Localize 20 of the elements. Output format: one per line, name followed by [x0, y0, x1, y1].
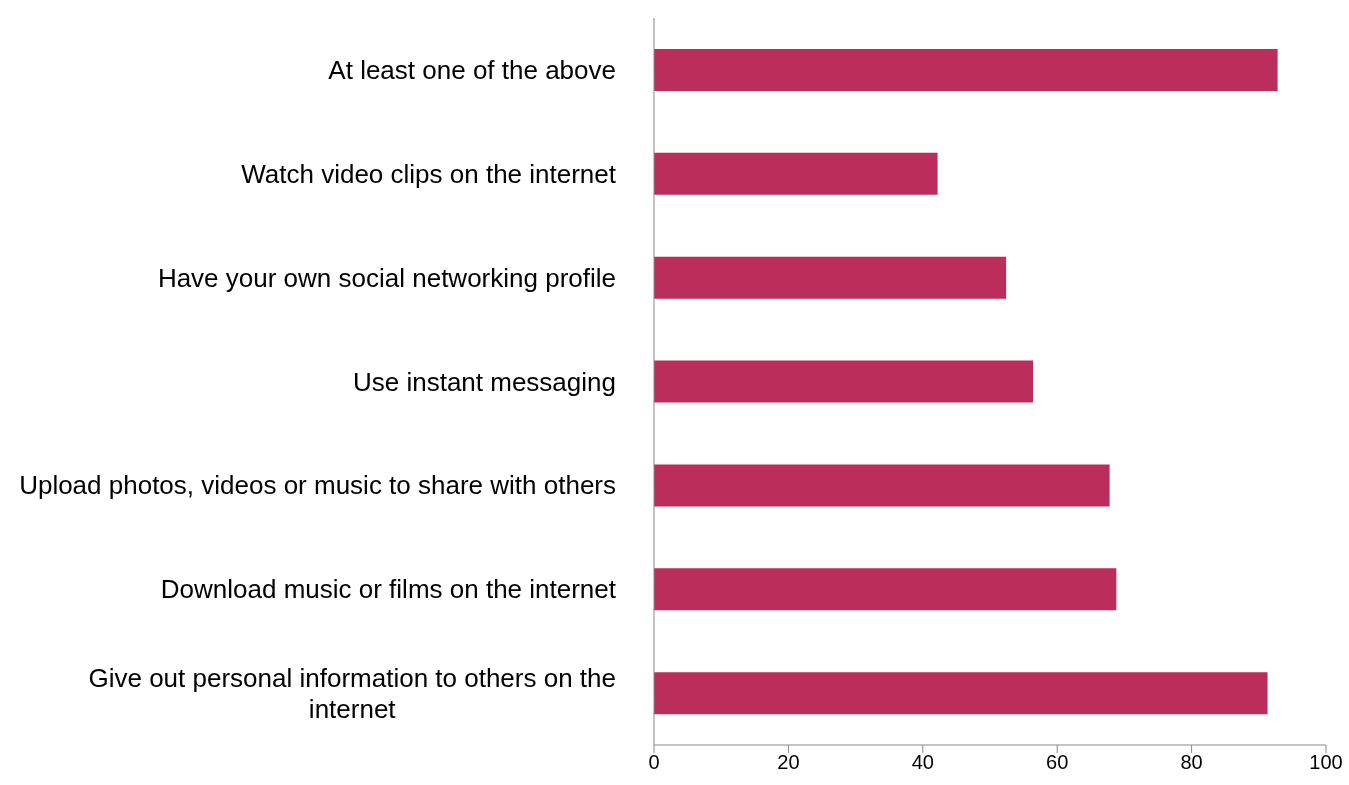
- bar: [654, 672, 1268, 715]
- bar: [654, 49, 1278, 91]
- bar: [654, 360, 1034, 403]
- x-tick-label: 40: [911, 751, 934, 774]
- x-tick-label: 60: [1046, 751, 1069, 774]
- x-tick-label: 100: [1309, 751, 1343, 774]
- y-tick-label: Watch video clips on the internet: [241, 158, 617, 189]
- bar: [654, 568, 1117, 611]
- x-tick-label: 80: [1180, 751, 1203, 774]
- y-tick-label: Have your own social networking profile: [157, 262, 616, 293]
- bar: [654, 256, 1007, 299]
- y-tick-label: At least one of the above: [328, 54, 616, 85]
- y-tick-label: Upload photos, videos or music to share with others: [19, 470, 616, 501]
- y-tick-label: Use instant messaging: [352, 366, 616, 397]
- bar: [654, 464, 1110, 507]
- x-tick-label: 20: [777, 751, 800, 774]
- y-tick-label: Give out personal information to others on the internet: [88, 662, 616, 724]
- y-tick-label: Download music or films on the internet: [160, 574, 617, 605]
- x-tick-label: 0: [648, 751, 660, 774]
- bar: [654, 152, 938, 195]
